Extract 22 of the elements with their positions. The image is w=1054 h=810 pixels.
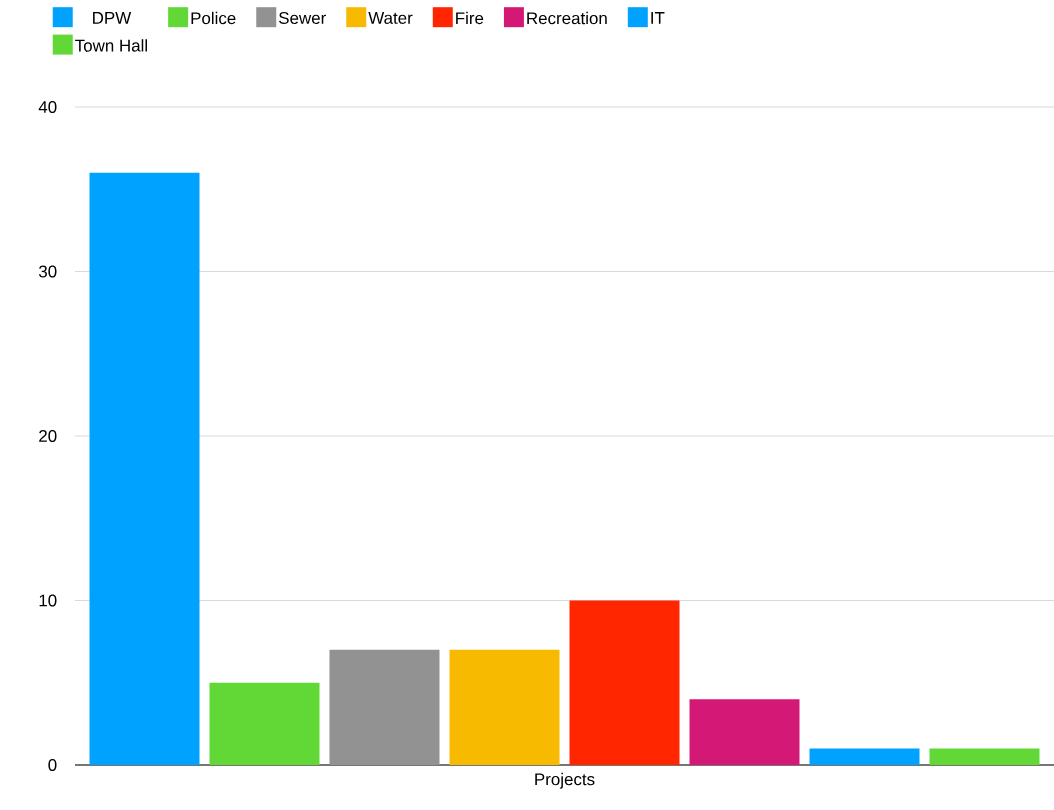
legend-label: Sewer — [279, 12, 326, 25]
bar — [209, 682, 320, 765]
legend-label: IT — [651, 12, 665, 24]
bar — [569, 600, 680, 765]
legend-label: Recreation — [527, 11, 607, 25]
bar — [809, 748, 920, 765]
bar — [329, 649, 440, 765]
y-tick-label: 0 — [48, 759, 57, 771]
y-tick-label: 10 — [39, 594, 57, 607]
y-tick-label: 30 — [38, 265, 57, 278]
y-tick-label: 40 — [38, 100, 57, 113]
bar — [89, 172, 200, 765]
legend-label: Water — [368, 12, 413, 24]
bar — [449, 649, 560, 765]
y-tick-label: 20 — [39, 430, 57, 442]
bar — [689, 699, 800, 765]
legend-label: Police — [191, 11, 236, 25]
x-tick-label: Projects — [535, 772, 595, 789]
legend-label: Town Hall — [75, 39, 147, 52]
bar — [929, 748, 1040, 765]
legend-label: DPW — [93, 12, 132, 24]
legend-label: Fire — [456, 11, 484, 25]
